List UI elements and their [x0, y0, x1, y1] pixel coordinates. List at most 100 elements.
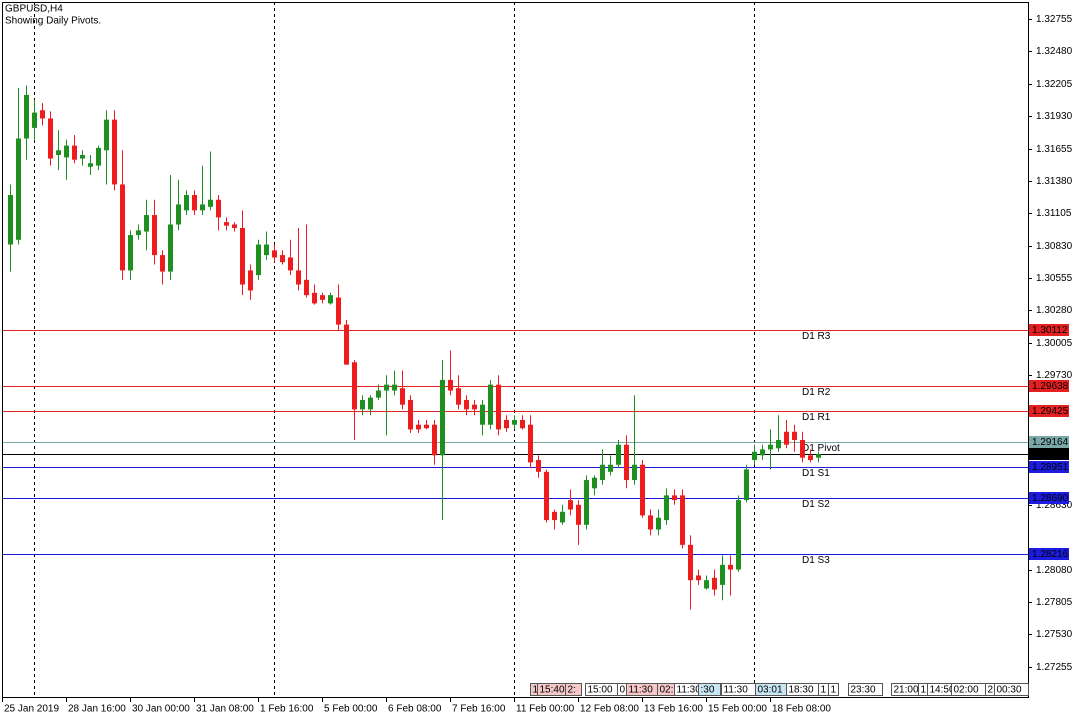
candle-body	[664, 495, 669, 521]
candle-body	[696, 575, 701, 581]
candle-body	[816, 454, 821, 458]
event-box	[848, 683, 883, 696]
y-tick-label: 1.28080	[1036, 565, 1073, 576]
event-box	[565, 683, 582, 696]
pivot-price-box	[1029, 324, 1069, 336]
pivot-price-box	[1029, 461, 1069, 473]
x-tick-label: 31 Jan 08:00	[196, 704, 254, 715]
pivot-price-box	[1029, 548, 1069, 560]
candle-body	[792, 431, 797, 441]
pivot-name: D1 S2	[802, 499, 830, 510]
candle-body	[536, 460, 541, 472]
candle-body	[336, 297, 341, 325]
y-tick-label: 1.30555	[1036, 273, 1073, 284]
candle-body	[416, 424, 421, 430]
y-tick-label: 1.27805	[1036, 597, 1073, 608]
candle-body	[608, 464, 613, 472]
x-tick-label: 12 Feb 08:00	[580, 704, 639, 715]
candle-body	[552, 511, 557, 521]
event-label: 1	[831, 685, 837, 696]
pivot-name: D1 Pivot	[802, 443, 840, 454]
y-tick-label: 1.28630	[1036, 500, 1073, 511]
candle-body	[304, 279, 309, 296]
x-tick-label: 5 Feb 00:00	[324, 704, 378, 715]
candle-body	[320, 295, 325, 300]
candle-body	[528, 424, 533, 463]
event-box	[828, 683, 839, 696]
candle-body	[680, 495, 685, 545]
pivot-price-box	[1029, 405, 1069, 417]
candle-body	[784, 431, 789, 445]
candle-body	[600, 464, 605, 481]
candle-body	[800, 440, 805, 458]
candle-body	[312, 292, 317, 304]
event-label: 23:30	[851, 685, 876, 696]
event-label: 2:	[568, 685, 576, 696]
pivot-name: D1 S3	[802, 555, 830, 566]
event-label: 21:00	[894, 685, 919, 696]
candle-body	[472, 404, 477, 410]
candle-body	[8, 195, 13, 245]
candle-body	[488, 384, 493, 425]
candle-body	[256, 244, 261, 276]
candle-body	[120, 184, 125, 271]
event-label: 03:01	[758, 685, 783, 696]
event-label: 14:50	[930, 685, 955, 696]
pivot-price-label: 1.30112	[1032, 325, 1068, 336]
candle-body	[88, 163, 93, 167]
event-label: 1	[533, 685, 539, 696]
y-tick-label: 1.31380	[1036, 176, 1073, 187]
candle-body	[616, 444, 621, 465]
candle-body	[24, 94, 29, 139]
candle-body	[248, 270, 253, 291]
event-label: 0	[620, 685, 626, 696]
candle-body	[648, 515, 653, 530]
candle-body	[72, 145, 77, 160]
candle-body	[40, 110, 45, 119]
candle-body	[736, 500, 741, 570]
candle-body	[448, 379, 453, 391]
x-tick-label: 25 Jan 2019	[4, 704, 59, 715]
pivot-price-label: 1.28951	[1032, 462, 1069, 473]
x-tick-label: 15 Feb 00:00	[708, 704, 767, 715]
pivot-name: D1 S1	[802, 468, 830, 479]
candle-body	[208, 199, 213, 207]
candle-body	[560, 511, 565, 523]
candle-body	[768, 444, 773, 450]
event-label: 11:30	[724, 685, 749, 696]
candle-body	[720, 564, 725, 585]
candle-body	[352, 362, 357, 410]
pivot-name: D1 R2	[802, 387, 831, 398]
candle-body	[288, 257, 293, 271]
candle-body	[496, 384, 501, 430]
candle-body	[368, 397, 373, 410]
candle-body	[360, 399, 365, 410]
pivot-price-label: 1.28690	[1032, 493, 1069, 504]
y-tick-label: 1.32755	[1036, 14, 1073, 25]
y-tick-label: 1.32205	[1036, 79, 1073, 90]
candle-body	[272, 250, 277, 258]
candle-body	[96, 147, 101, 166]
candle-body	[504, 419, 509, 429]
x-tick-label: 11 Feb 00:00	[516, 704, 575, 715]
candle-body	[184, 195, 189, 211]
candle-body	[728, 564, 733, 570]
y-tick-label: 1.31930	[1036, 111, 1073, 122]
candle-body	[224, 222, 229, 226]
y-tick-label: 1.30830	[1036, 241, 1073, 252]
current-price-box	[1029, 448, 1069, 460]
candle-body	[400, 388, 405, 405]
pivot-price-label: 1.29164	[1032, 437, 1069, 448]
pivot-price-box	[1029, 492, 1069, 504]
candle-body	[80, 154, 85, 159]
event-label: 11:30	[629, 685, 654, 696]
pivot-name: D1 R3	[802, 331, 831, 342]
candle-body	[200, 204, 205, 211]
candle-body	[232, 224, 237, 229]
y-tick-label: 1.31105	[1036, 208, 1072, 219]
y-tick-label: 1.30005	[1036, 338, 1073, 349]
candle-body	[520, 419, 525, 429]
event-label: 15:00	[588, 685, 613, 696]
